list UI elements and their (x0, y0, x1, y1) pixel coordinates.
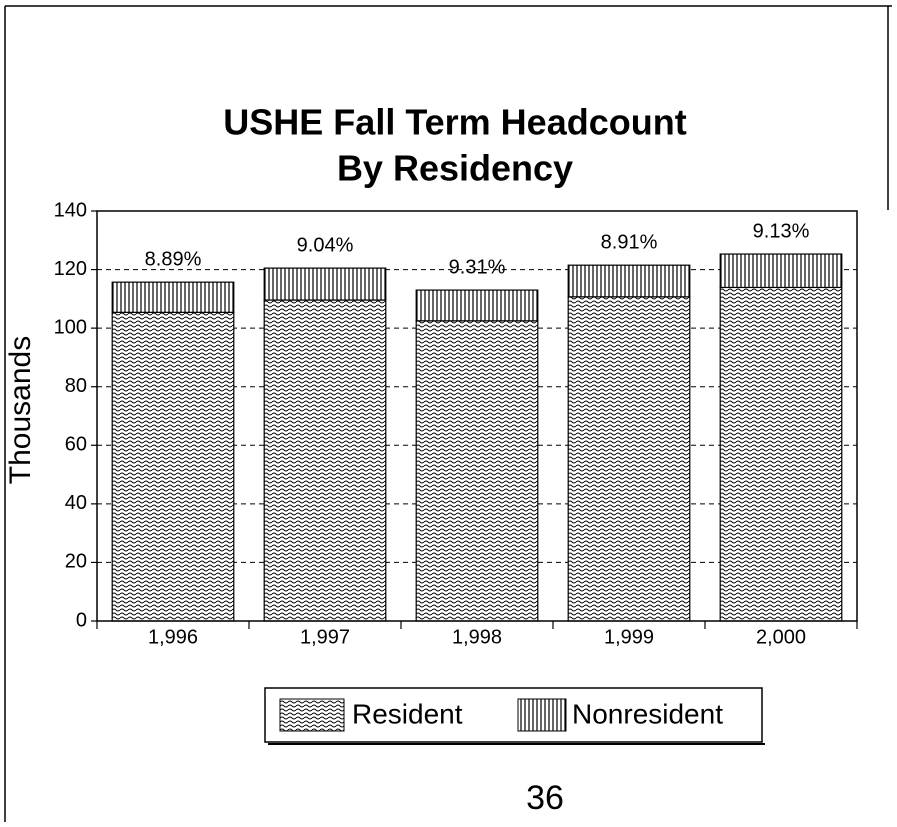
bar-annotation: 8.89% (145, 248, 202, 270)
x-tick-label: 1,999 (604, 626, 654, 648)
y-axis-label: Thousands (4, 336, 37, 484)
bar-segment (415, 320, 539, 622)
y-tick-label: 40 (65, 492, 87, 514)
y-tick-label: 140 (54, 199, 87, 221)
bar-segment (567, 264, 691, 298)
bar-segment (263, 267, 387, 301)
x-tick-label: 2,000 (756, 626, 806, 648)
legend-swatch (517, 698, 567, 732)
bar-annotation: 9.04% (297, 234, 354, 256)
bar-annotation: 8.91% (601, 231, 658, 253)
legend-label: Nonresident (572, 698, 723, 729)
chart-title: By Residency (337, 148, 573, 189)
x-tick-label: 1,997 (300, 626, 350, 648)
plot-border (96, 210, 858, 622)
y-tick-label: 20 (65, 551, 87, 573)
y-tick-label: 100 (54, 316, 87, 338)
legend-swatch (279, 698, 345, 732)
bar-segment (567, 296, 691, 622)
x-tick-label: 1,996 (148, 626, 198, 648)
bar-segment (263, 299, 387, 622)
bar-annotation: 9.31% (449, 256, 506, 278)
y-tick-label: 120 (54, 258, 87, 280)
y-tick-label: 60 (65, 434, 87, 456)
bar-segment (719, 253, 843, 289)
bar-segment (415, 289, 539, 322)
chart-title: USHE Fall Term Headcount (223, 102, 686, 143)
legend-box (264, 687, 763, 743)
y-tick-label: 80 (65, 375, 87, 397)
bar-segment (719, 286, 843, 622)
x-tick-label: 1,998 (452, 626, 502, 648)
frame (4, 5, 892, 822)
page-number: 36 (526, 779, 564, 817)
bar-segment (111, 281, 235, 313)
bar-annotation: 9.13% (753, 220, 810, 242)
bar-segment (111, 311, 235, 622)
y-tick-label: 0 (76, 609, 87, 631)
legend-label: Resident (352, 698, 463, 729)
